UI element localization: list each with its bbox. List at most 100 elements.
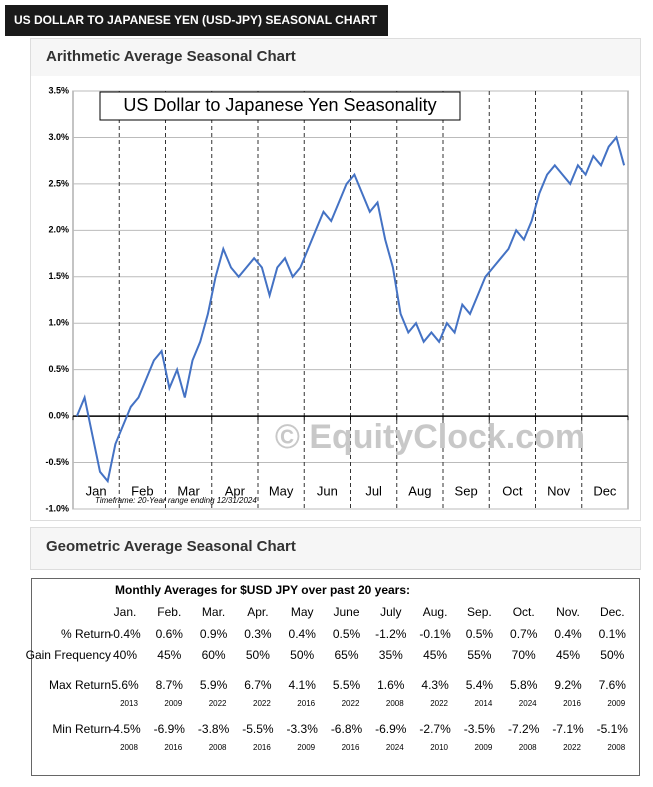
cell-year: 2009 (607, 699, 625, 708)
cell: 0.5% (333, 627, 361, 641)
y-tick-label: -0.5% (45, 457, 69, 467)
panel-heading: Arithmetic Average Seasonal Chart (46, 48, 296, 65)
cell: -6.9% (154, 722, 186, 736)
cell-year: 2016 (563, 699, 581, 708)
y-tick-label: 0.0% (48, 410, 69, 420)
cell: -3.5% (464, 722, 496, 736)
x-tick-label: Feb (131, 483, 153, 498)
cell: 0.1% (599, 627, 627, 641)
cell-year: 2022 (563, 743, 581, 752)
cell: 5.5% (333, 678, 361, 692)
column-header: July (380, 605, 401, 619)
column-header: Nov. (556, 605, 580, 619)
y-tick-label: 2.0% (48, 225, 69, 235)
cell-year: 2008 (607, 743, 625, 752)
cell: -3.3% (287, 722, 319, 736)
chart: -1.0% -0.5% 0.0% 0.5% 1.0% 1.5% 2.0% 2.5% 3.0% 3.… (45, 85, 629, 513)
x-tick-label: Sep (455, 483, 478, 498)
cell: -3.8% (198, 722, 230, 736)
cell: 0.5% (466, 627, 494, 641)
y-tick-label: 3.5% (48, 85, 69, 95)
column-header: Oct. (513, 605, 535, 619)
cell: 8.7% (156, 678, 184, 692)
x-tick-label: Jul (365, 483, 382, 498)
row-label: Gain Frequency (26, 648, 111, 662)
cell: -4.5% (109, 722, 141, 736)
timeframe-note: Timeframe: 20-Year range ending 12/31/20… (95, 496, 257, 505)
cell-year: 2009 (475, 743, 493, 752)
x-tick-label: Jun (317, 483, 338, 498)
panel-heading-bg (31, 39, 640, 76)
cell: 4.1% (289, 678, 317, 692)
x-tick-label: Aug (408, 483, 431, 498)
column-header: Jan. (114, 605, 137, 619)
cell-year: 2022 (253, 699, 271, 708)
cell-year: 2008 (209, 743, 227, 752)
x-tick-label: Dec (593, 483, 617, 498)
table-title: Monthly Averages for $USD JPY over past … (115, 583, 410, 597)
table-box (31, 578, 640, 776)
y-tick-label: 2.5% (48, 178, 69, 188)
column-header: Sep. (467, 605, 492, 619)
cell: 45% (423, 648, 447, 662)
cell: -1.2% (375, 627, 407, 641)
cell-year: 2008 (386, 699, 404, 708)
column-header: Mar. (202, 605, 225, 619)
column-header: Aug. (423, 605, 448, 619)
cell: -0.1% (419, 627, 451, 641)
cell: -5.5% (242, 722, 274, 736)
chart-title: US Dollar to Japanese Yen Seasonality (123, 95, 436, 115)
cell: 0.4% (289, 627, 317, 641)
cell: 0.9% (200, 627, 228, 641)
line-series (75, 135, 626, 484)
cell: -5.1% (597, 722, 629, 736)
cell-year: 2016 (342, 743, 360, 752)
x-tick-label: Apr (225, 483, 246, 498)
cell: 0.6% (156, 627, 184, 641)
cell: -7.2% (508, 722, 540, 736)
cell: -2.7% (419, 722, 451, 736)
cell: 0.7% (510, 627, 538, 641)
y-tick-label: -1.0% (45, 503, 69, 513)
cell: 45% (556, 648, 580, 662)
cell-year: 2008 (519, 743, 537, 752)
cell: -6.8% (331, 722, 363, 736)
cell: 40% (113, 648, 137, 662)
cell-year: 2016 (297, 699, 315, 708)
cell: 50% (600, 648, 624, 662)
header-bar (5, 5, 388, 36)
cell: 35% (379, 648, 403, 662)
table: Monthly Averages for $USD JPY over past … (26, 583, 629, 752)
panel-heading: Geometric Average Seasonal Chart (46, 538, 296, 555)
cell: 0.3% (244, 627, 272, 641)
cell-year: 2024 (519, 699, 537, 708)
cell: 7.6% (599, 678, 627, 692)
cell: 60% (202, 648, 226, 662)
column-header: Dec. (600, 605, 625, 619)
cell: 55% (467, 648, 491, 662)
column-header: Feb. (157, 605, 181, 619)
y-tick-label: 1.5% (48, 271, 69, 281)
cell-year: 2014 (475, 699, 493, 708)
cell: 45% (157, 648, 181, 662)
cell: 5.8% (510, 678, 538, 692)
cell-year: 2013 (120, 699, 138, 708)
cell: 5.4% (466, 678, 494, 692)
cell-year: 2016 (164, 743, 182, 752)
cell-year: 2022 (209, 699, 227, 708)
cell: 65% (334, 648, 358, 662)
cell-year: 2009 (164, 699, 182, 708)
cell: 9.2% (554, 678, 582, 692)
cell: 1.6% (377, 678, 405, 692)
cell: 50% (246, 648, 270, 662)
x-tick-label: Jan (86, 483, 107, 498)
cell: 70% (512, 648, 536, 662)
x-tick-label: May (269, 483, 294, 498)
panel-heading-bg (30, 527, 641, 570)
cell-year: 2022 (342, 699, 360, 708)
cell: 50% (290, 648, 314, 662)
y-tick-label: 3.0% (48, 132, 69, 142)
cell-year: 2008 (120, 743, 138, 752)
x-tick-label: Oct (502, 483, 523, 498)
